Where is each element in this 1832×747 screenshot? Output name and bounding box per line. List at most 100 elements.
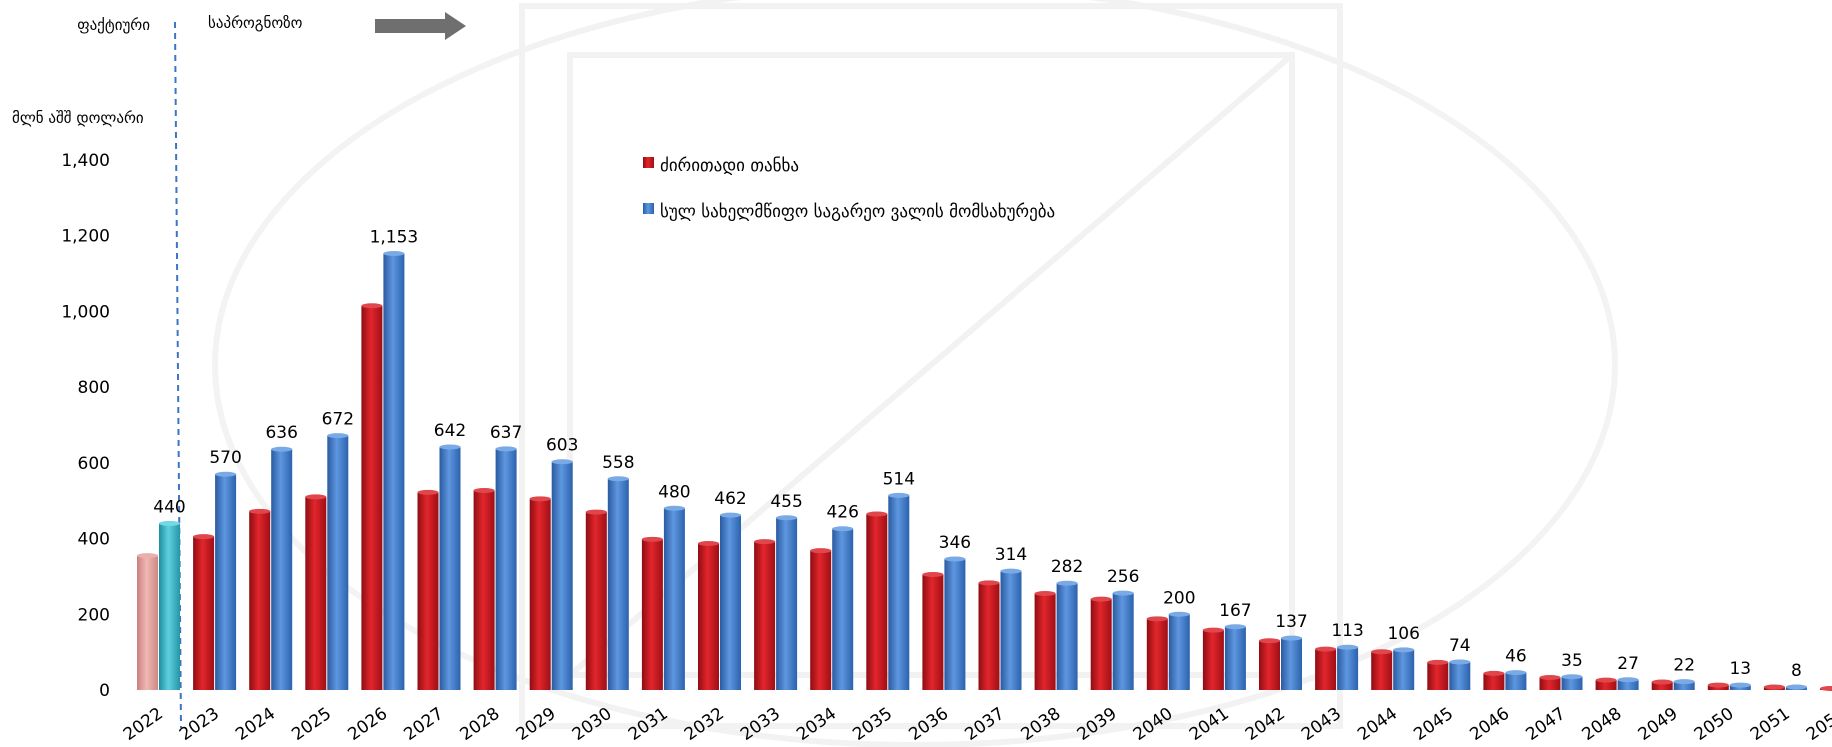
bar-principal-top [417, 489, 439, 495]
data-label: 167 [1219, 601, 1251, 621]
bar-principal [585, 512, 607, 690]
bar-principal [1595, 680, 1617, 690]
bar-principal [1315, 649, 1337, 690]
data-label: 137 [1275, 612, 1307, 632]
bar-principal-top [866, 511, 888, 517]
bar-total-service [1112, 593, 1134, 690]
bar-total-service-top [1224, 624, 1246, 630]
bar-principal-top [1651, 679, 1673, 685]
bar-principal-top [1034, 590, 1056, 596]
legend-item-principal: ძირითადი თანხა [643, 156, 799, 176]
bar-principal-top [585, 509, 607, 515]
bar-total-service [551, 461, 573, 690]
bar-total-service-top [495, 446, 517, 452]
bar-total-service [1617, 679, 1639, 690]
data-label: 462 [714, 489, 746, 509]
bar-total-service-top [1281, 635, 1302, 641]
data-label: 35 [1561, 651, 1583, 671]
y-axis-label: მლნ აშშ დოლარი [12, 109, 144, 127]
x-tick-label: 2025 [288, 704, 335, 745]
bar-principal-top [1146, 616, 1168, 622]
bar-total-service-top [1112, 590, 1134, 596]
x-axis-ticks: 2022 2023 2024 2025 2026 2027 2028 2029 2030 2031… [120, 704, 1832, 745]
bar-total-service [215, 474, 237, 690]
bar-principal-top [1595, 677, 1617, 683]
bar-principal [1371, 651, 1393, 690]
bar-principal-top [810, 548, 832, 554]
bar-principal-top [1820, 685, 1832, 691]
x-tick-label: 2024 [232, 704, 279, 745]
data-label: 636 [265, 423, 297, 443]
bar-total-service-top [832, 526, 854, 532]
bar-total-service [1393, 649, 1415, 690]
bar-principal [137, 555, 158, 690]
bar-principal [866, 513, 888, 690]
bar-principal-top [1202, 627, 1224, 633]
bar-total-service [944, 559, 966, 690]
bar-principal [1259, 640, 1280, 690]
bar-principal-top [1371, 649, 1393, 655]
bar-principal-top [978, 580, 1000, 586]
bar-principal-top [1315, 646, 1337, 652]
data-label: 46 [1505, 647, 1527, 667]
bar-principal-top [529, 496, 551, 502]
bar-principal-top [1483, 670, 1505, 676]
bar-principal-top [1090, 596, 1112, 602]
bar-principal [473, 490, 495, 690]
data-label: 455 [770, 492, 802, 512]
bar-total-service [271, 449, 293, 690]
bar-total-service [1000, 571, 1022, 690]
y-tick-label: 400 [78, 530, 110, 550]
x-tick-label: 2046 [1466, 704, 1513, 745]
bar-principal-top [473, 487, 495, 493]
x-tick-label: 2026 [344, 704, 391, 745]
data-label: 637 [490, 423, 522, 443]
bar-total-service-top [1785, 684, 1807, 690]
bar-principal-top [137, 553, 158, 559]
data-label: 440 [153, 497, 185, 517]
bar-principal [529, 498, 551, 690]
bar-principal-top [1763, 684, 1785, 690]
bar-principal [305, 496, 327, 690]
x-tick-label: 2040 [1130, 704, 1177, 745]
bar-total-service-top [1561, 674, 1583, 680]
bar-principal [641, 539, 663, 690]
x-tick-label: 2047 [1522, 704, 1569, 745]
legend-label-principal: ძირითადი თანხა [660, 156, 799, 176]
bar-total-service [832, 528, 854, 690]
data-label: 426 [826, 503, 858, 523]
x-tick-label: 2022 [120, 704, 167, 745]
bar-total-service-top [1393, 647, 1415, 653]
data-label: 346 [939, 533, 971, 553]
bar-principal [1202, 630, 1224, 690]
bar-total-service [327, 435, 349, 690]
bar-principal [249, 511, 271, 690]
x-tick-label: 2042 [1242, 704, 1289, 745]
bar-total-service [1673, 681, 1695, 690]
y-tick-label: 1,400 [61, 151, 110, 171]
data-label: 480 [658, 482, 690, 502]
bar-total-service-top [944, 556, 966, 562]
bar-total-service-top [1449, 659, 1471, 665]
data-label: 106 [1387, 624, 1419, 644]
x-tick-label: 2045 [1410, 704, 1457, 745]
x-tick-label: 2049 [1635, 704, 1682, 745]
data-label: 22 [1673, 656, 1695, 676]
bar-total-service [663, 508, 685, 690]
x-tick-label: 2023 [176, 704, 223, 745]
bar-principal-top [754, 539, 776, 545]
x-tick-label: 2036 [905, 704, 952, 745]
bar-principal [193, 536, 215, 690]
bar-total-service-top [551, 459, 573, 465]
actual-period-label: ფაქტიური [77, 16, 150, 34]
bar-total-service [1449, 661, 1471, 690]
bar-principal-top [1427, 659, 1449, 665]
legend-item-total: სულ სახელმწიფო საგარეო ვალის მომსახურება [643, 202, 1055, 222]
bar-total-service-top [1056, 580, 1078, 586]
bar-principal-top [922, 572, 944, 578]
x-tick-label: 2027 [400, 704, 447, 745]
bar-principal-top [1259, 638, 1280, 644]
bar-total-service [1561, 676, 1583, 690]
bar-principal [810, 550, 832, 690]
